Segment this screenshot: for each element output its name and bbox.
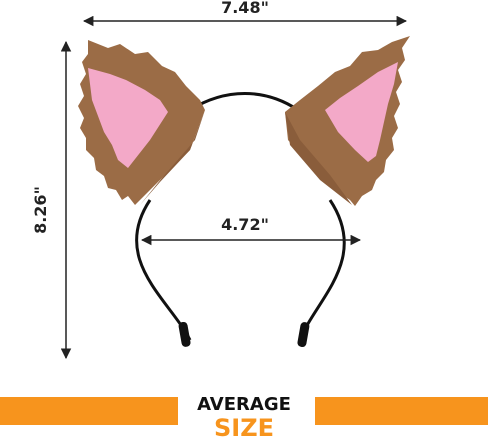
inner-width-label: 4.72" <box>221 215 269 234</box>
headband-tip <box>178 321 191 347</box>
banner-line1: AVERAGE <box>197 394 291 415</box>
banner-bar <box>0 397 178 425</box>
right-ear-inner <box>325 62 398 162</box>
banner-bar <box>315 397 488 425</box>
width-label: 7.48" <box>221 0 269 17</box>
left-ear-inner <box>88 68 168 168</box>
height-label: 8.26" <box>31 186 50 234</box>
headband-top <box>189 92 299 112</box>
headband-tip <box>297 322 310 348</box>
banner-line2: SIZE <box>214 414 274 439</box>
